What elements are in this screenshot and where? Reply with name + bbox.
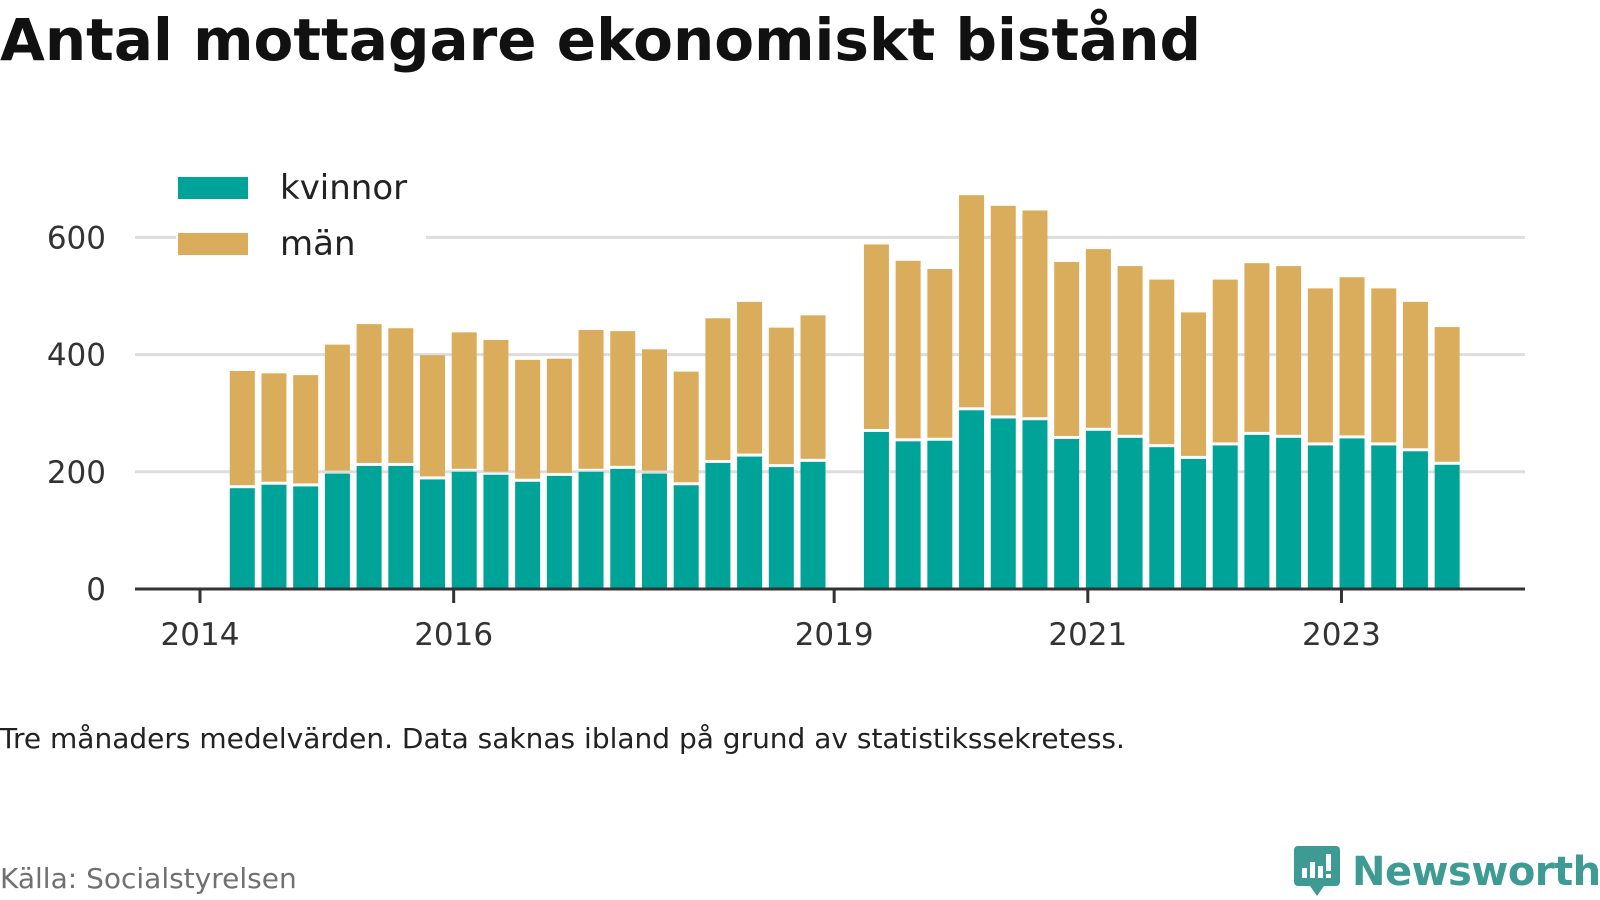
bar-man: [1054, 262, 1080, 436]
stacked-bar-chart: kvinnor män 0 200 400 600 2014 2016 2019 2021 20…: [46, 162, 1525, 653]
bar-man: [1212, 279, 1238, 443]
bar-kvinnor: [483, 474, 509, 589]
bar-kvinnor: [293, 486, 319, 589]
bar-man: [895, 260, 921, 439]
source-credit: Källa: Socialstyrelsen: [0, 862, 297, 895]
axes: 0 200 400 600 2014 2016 2019 2021 2023: [47, 220, 1525, 653]
bar-kvinnor: [1339, 438, 1365, 589]
bar-kvinnor: [420, 479, 446, 589]
bar-man: [1181, 312, 1207, 456]
bar-kvinnor: [737, 456, 763, 589]
legend-swatch-kvinnor: [178, 177, 248, 199]
bar-man: [1117, 266, 1143, 435]
bar-man: [261, 373, 287, 482]
bar-kvinnor: [1054, 438, 1080, 589]
bar-man: [546, 358, 572, 473]
bar-kvinnor: [1022, 420, 1048, 589]
bar-man: [356, 324, 382, 463]
chart-note: Tre månaders medelvärden. Data saknas ib…: [0, 722, 1125, 755]
bar-kvinnor: [641, 473, 667, 589]
bar-man: [768, 327, 794, 465]
bar-kvinnor: [610, 468, 636, 589]
bar-kvinnor: [1434, 464, 1460, 589]
bar-kvinnor: [261, 484, 287, 589]
bar-kvinnor: [546, 475, 572, 589]
x-tick-label: 2023: [1302, 617, 1381, 653]
x-tick-label: 2021: [1048, 617, 1127, 653]
bar-man: [927, 269, 953, 438]
bar-man: [673, 371, 699, 483]
bar-kvinnor: [1085, 430, 1111, 589]
x-tick-label: 2014: [161, 617, 240, 653]
bar-man: [451, 332, 477, 469]
bar-man: [1434, 327, 1460, 462]
bar-man: [483, 339, 509, 472]
bar-kvinnor: [705, 463, 731, 589]
brand-name: Newsworthy: [1352, 849, 1600, 895]
bar-man: [863, 244, 889, 429]
bar-man: [990, 205, 1016, 416]
bar-kvinnor: [324, 473, 350, 589]
bar-kvinnor: [990, 418, 1016, 589]
y-tick-label: 600: [47, 220, 106, 256]
bar-man: [324, 344, 350, 471]
bar-kvinnor: [515, 481, 541, 589]
bar-kvinnor: [1181, 458, 1207, 589]
bar-kvinnor: [959, 410, 985, 589]
legend-swatch-man: [178, 233, 248, 255]
bar-man: [1022, 210, 1048, 418]
bar-man: [1085, 249, 1111, 428]
newsworthy-chart-logo-icon: [1294, 846, 1340, 896]
bar-kvinnor: [451, 471, 477, 589]
bar-kvinnor: [1402, 451, 1428, 589]
bar-kvinnor: [1371, 445, 1397, 589]
bar-man: [578, 329, 604, 469]
bar-man: [388, 328, 414, 463]
x-tick-label: 2019: [795, 617, 874, 653]
bar-man: [1149, 279, 1175, 445]
legend-label-man: män: [280, 224, 356, 264]
bar-kvinnor: [800, 461, 826, 589]
y-tick-label: 0: [86, 572, 106, 608]
bar-man: [737, 301, 763, 454]
bar-man: [1307, 288, 1333, 443]
bar-man: [420, 355, 446, 477]
bar-kvinnor: [768, 467, 794, 589]
bar-kvinnor: [356, 465, 382, 589]
bar-man: [1339, 277, 1365, 436]
bar-man: [1244, 263, 1270, 432]
bar-man: [610, 331, 636, 466]
bar-man: [959, 195, 985, 408]
bar-man: [1402, 301, 1428, 449]
y-tick-label: 200: [47, 455, 106, 491]
bar-kvinnor: [673, 485, 699, 589]
bar-kvinnor: [229, 488, 255, 589]
bar-kvinnor: [895, 441, 921, 589]
legend-label-kvinnor: kvinnor: [280, 168, 407, 208]
bar-kvinnor: [1307, 445, 1333, 589]
bar-man: [293, 375, 319, 484]
bar-kvinnor: [1149, 447, 1175, 589]
bar-kvinnor: [1276, 437, 1302, 589]
bars: [229, 195, 1460, 589]
bar-man: [800, 315, 826, 459]
bar-man: [515, 359, 541, 479]
x-tick-label: 2016: [414, 617, 493, 653]
chart-title: Antal mottagare ekonomiskt bistånd: [0, 6, 1202, 74]
bar-kvinnor: [863, 431, 889, 589]
bar-kvinnor: [1117, 437, 1143, 589]
bar-man: [641, 349, 667, 471]
bar-kvinnor: [1212, 445, 1238, 589]
bar-man: [1276, 266, 1302, 435]
y-tick-label: 400: [47, 338, 106, 374]
newsworthy-brand[interactable]: Newsworthy: [1292, 844, 1600, 900]
bar-kvinnor: [1244, 434, 1270, 589]
bar-man: [229, 371, 255, 486]
bar-kvinnor: [388, 465, 414, 589]
bar-kvinnor: [578, 471, 604, 589]
bar-man: [1371, 288, 1397, 443]
bar-man: [705, 318, 731, 461]
bar-kvinnor: [927, 440, 953, 589]
legend: kvinnor män: [176, 162, 426, 272]
